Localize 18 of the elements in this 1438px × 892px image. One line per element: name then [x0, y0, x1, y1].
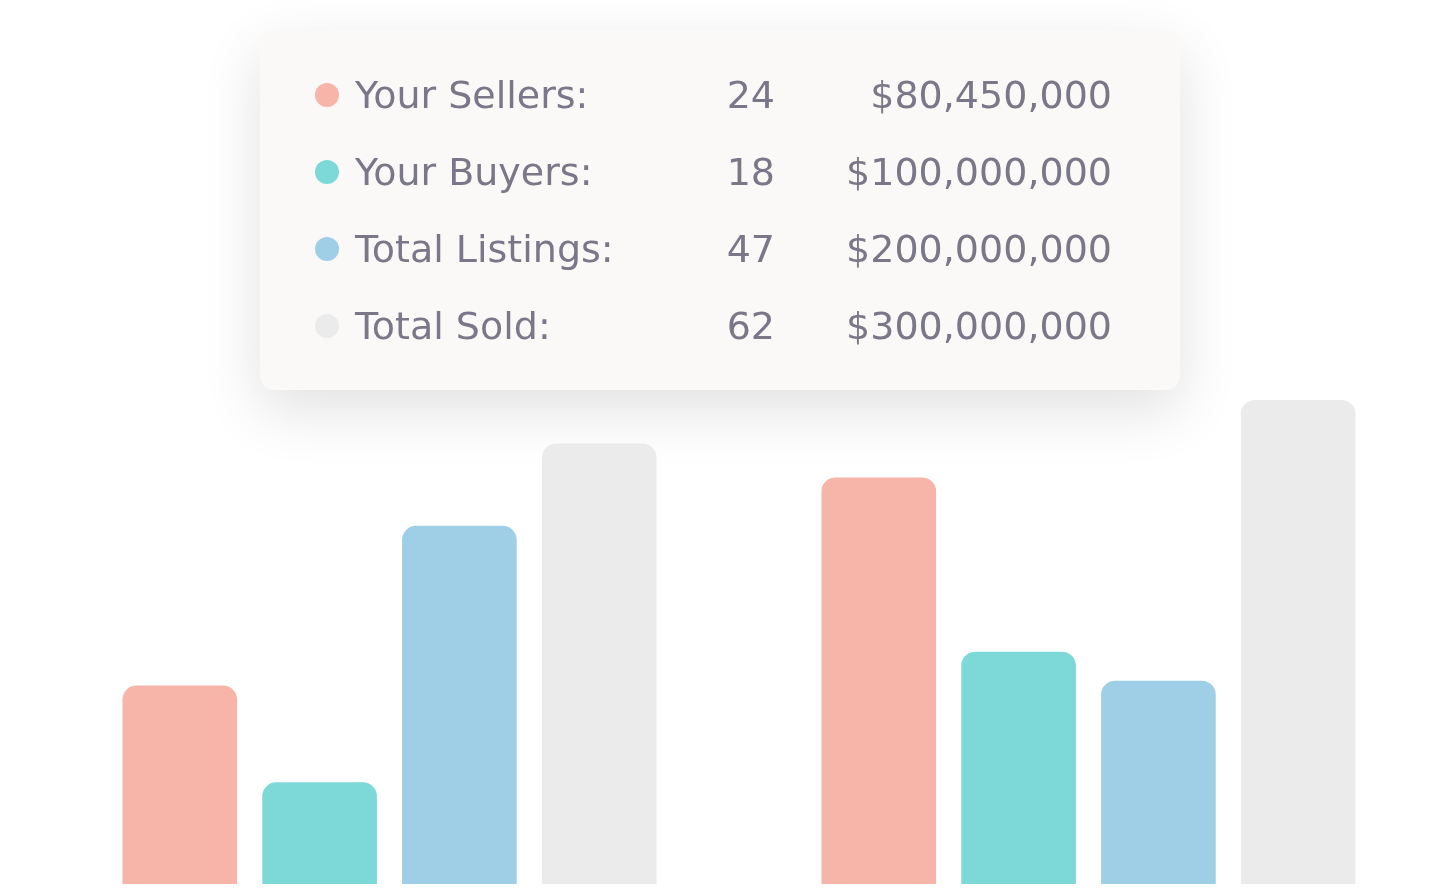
- legend-label: Total Sold:: [355, 303, 552, 348]
- text: $80,450,000: [869, 72, 1112, 117]
- legend-label: Total Listings:: [355, 226, 615, 271]
- text: 47: [725, 226, 775, 271]
- bar: [262, 782, 377, 884]
- text: 18: [725, 149, 775, 194]
- text: 62: [725, 303, 775, 348]
- bar: [1101, 680, 1216, 884]
- bar: [402, 525, 517, 884]
- legend-label: Your Buyers:: [355, 149, 594, 194]
- bar: [122, 685, 238, 884]
- bar: [821, 477, 937, 884]
- text: $300,000,000: [845, 303, 1112, 348]
- text: 24: [725, 72, 775, 117]
- bar: [961, 651, 1076, 884]
- legend-label: Your Sellers:: [355, 72, 590, 117]
- text: $200,000,000: [845, 226, 1112, 271]
- text: $100,000,000: [845, 149, 1112, 194]
